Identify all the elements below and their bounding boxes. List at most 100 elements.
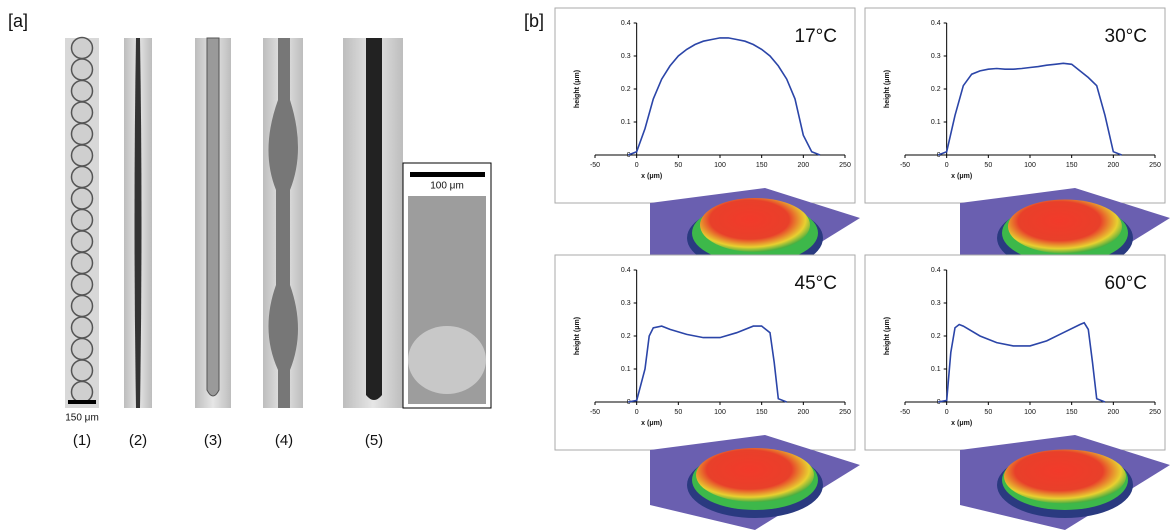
droplet	[70, 58, 94, 81]
x-tick-label: 0	[635, 409, 639, 416]
data-line	[938, 62, 1122, 156]
panel-label: [a]	[8, 11, 28, 31]
x-tick-label: 150	[756, 409, 768, 416]
scale-bar	[68, 400, 96, 404]
x-tick-label: 150	[1066, 162, 1078, 169]
y-tick-label: 0.4	[621, 20, 631, 27]
strip-label: (4)	[275, 432, 293, 449]
droplet	[408, 326, 486, 394]
x-tick-label: 200	[1107, 162, 1119, 169]
droplet	[70, 187, 94, 210]
y-axis-label: height (μm)	[884, 317, 891, 355]
channel	[366, 38, 382, 400]
x-tick-label: 200	[1107, 409, 1119, 416]
strip-label: (3)	[204, 432, 222, 449]
x-tick-label: 100	[714, 409, 726, 416]
chart-annotation: 60°C	[1105, 273, 1147, 294]
y-tick-label: 0.1	[621, 119, 631, 126]
chart-frame	[554, 254, 856, 451]
droplet	[70, 337, 94, 361]
x-axis-label: x (μm)	[641, 173, 662, 180]
droplet	[70, 273, 94, 296]
x-tick-label: 100	[1024, 162, 1036, 169]
droplet	[70, 122, 94, 146]
droplet	[70, 230, 94, 253]
y-tick-label: 0.3	[931, 300, 941, 307]
y-tick-label: 0.3	[931, 53, 941, 60]
x-tick-label: 200	[797, 162, 809, 169]
x-axis-label: x (μm)	[951, 420, 972, 427]
x-tick-label: 0	[945, 162, 949, 169]
x-tick-label: 250	[1149, 409, 1161, 416]
droplet	[70, 316, 94, 339]
y-axis-label: height (μm)	[574, 70, 581, 108]
x-tick-label: 150	[1066, 409, 1078, 416]
x-tick-label: 100	[714, 162, 726, 169]
scale-label: 100 μm	[430, 181, 464, 192]
y-tick-label: 0.2	[931, 86, 941, 93]
film-dome	[696, 448, 814, 502]
film-dome	[1004, 449, 1126, 504]
strip-label: (2)	[129, 432, 147, 449]
x-tick-label: 50	[984, 409, 992, 416]
x-tick-label: 250	[839, 162, 851, 169]
x-tick-label: 50	[674, 409, 682, 416]
scale-label: 150 μm	[65, 413, 99, 424]
droplet	[70, 251, 94, 275]
droplet	[70, 36, 94, 60]
chart-annotation: 17°C	[795, 26, 837, 47]
film-dome	[700, 198, 810, 252]
droplet	[70, 380, 94, 404]
y-tick-label: 0.2	[621, 86, 631, 93]
y-tick-label: 0.1	[621, 366, 631, 373]
y-tick-label: 0.2	[621, 333, 631, 340]
droplet	[70, 294, 94, 318]
droplet	[70, 208, 94, 232]
x-tick-label: 250	[839, 409, 851, 416]
y-axis-label: height (μm)	[884, 70, 891, 108]
x-tick-label: -50	[900, 409, 910, 416]
x-tick-label: 100	[1024, 409, 1036, 416]
y-tick-label: 0.1	[931, 366, 941, 373]
y-tick-label: 0.4	[931, 20, 941, 27]
droplet	[70, 359, 94, 382]
data-line	[628, 37, 821, 156]
x-tick-label: 0	[635, 162, 639, 169]
droplet	[70, 79, 94, 103]
chart-frame	[864, 7, 1166, 204]
scale-bar	[410, 172, 485, 177]
chart-annotation: 30°C	[1105, 26, 1147, 47]
x-tick-label: 250	[1149, 162, 1161, 169]
data-line	[938, 321, 1106, 403]
y-tick-label: 0.1	[931, 119, 941, 126]
droplet	[70, 144, 94, 167]
y-tick-label: 0.4	[621, 267, 631, 274]
y-axis-label: height (μm)	[574, 317, 581, 355]
strip-label: (1)	[73, 432, 91, 449]
chart-annotation: 45°C	[795, 273, 837, 294]
x-tick-label: -50	[900, 162, 910, 169]
chart-frame	[864, 254, 1166, 451]
strip-label: (5)	[365, 432, 383, 449]
x-tick-label: -50	[590, 162, 600, 169]
y-tick-label: 0.3	[621, 300, 631, 307]
droplet	[70, 165, 94, 189]
x-tick-label: 0	[945, 409, 949, 416]
droplet-chain	[70, 36, 94, 404]
x-tick-label: 50	[674, 162, 682, 169]
panel-a: [a] 150 μm 100 μm (1) (2) (3) (4) (5)	[8, 11, 492, 449]
channel	[206, 37, 220, 397]
x-tick-label: 50	[984, 162, 992, 169]
panel-label: [b]	[524, 11, 544, 31]
film-dome	[1008, 199, 1122, 254]
channel	[268, 38, 298, 408]
y-tick-label: 0.4	[931, 267, 941, 274]
x-tick-label: 200	[797, 409, 809, 416]
y-tick-label: 0.2	[931, 333, 941, 340]
channel	[134, 38, 142, 408]
x-tick-label: 150	[756, 162, 768, 169]
x-tick-label: -50	[590, 409, 600, 416]
droplet	[70, 101, 94, 124]
y-tick-label: 0.3	[621, 53, 631, 60]
